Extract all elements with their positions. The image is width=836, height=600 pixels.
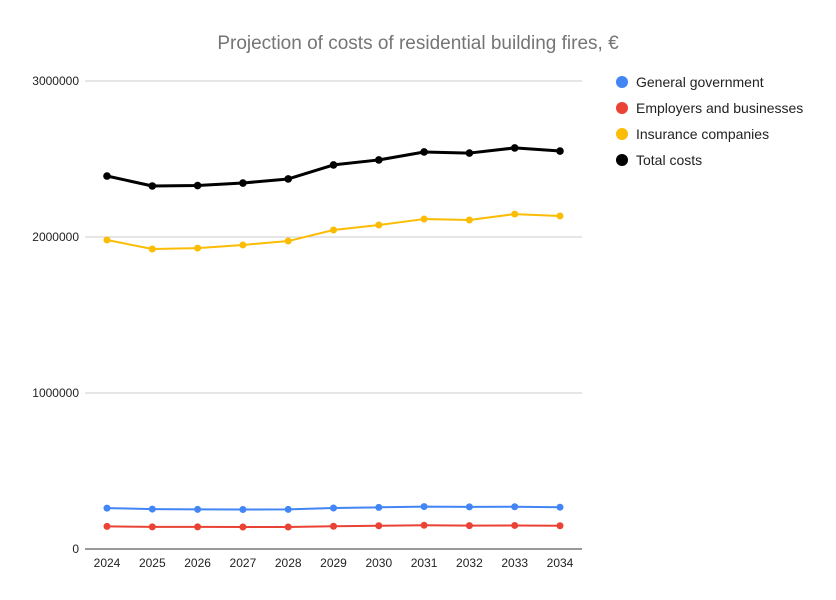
data-point[interactable] xyxy=(465,149,474,157)
data-point[interactable] xyxy=(375,156,383,164)
x-tick-label: 2024 xyxy=(94,556,121,570)
chart-title: Projection of costs of residential build… xyxy=(217,33,619,54)
legend-label: Employers and businesses xyxy=(636,100,803,116)
data-point[interactable] xyxy=(148,523,156,531)
y-tick-label: 1000000 xyxy=(32,386,79,400)
data-point[interactable] xyxy=(556,212,564,220)
data-point[interactable] xyxy=(465,503,473,511)
data-point[interactable] xyxy=(511,503,519,511)
data-point[interactable] xyxy=(284,505,292,513)
data-point[interactable] xyxy=(375,221,383,229)
data-point[interactable] xyxy=(103,172,111,180)
data-point[interactable] xyxy=(194,523,202,531)
data-point[interactable] xyxy=(103,504,111,512)
x-tick-label: 2028 xyxy=(275,556,302,570)
data-point[interactable] xyxy=(329,161,338,169)
data-point[interactable] xyxy=(330,226,337,234)
data-point[interactable] xyxy=(148,182,157,190)
legend-marker-icon xyxy=(616,128,628,140)
data-point[interactable] xyxy=(284,237,292,245)
data-point[interactable] xyxy=(239,241,247,249)
data-point[interactable] xyxy=(284,175,293,183)
data-point[interactable] xyxy=(510,144,519,152)
data-point[interactable] xyxy=(193,181,202,190)
y-tick-label: 0 xyxy=(72,542,79,556)
series-total-costs xyxy=(103,144,564,190)
legend-label: Insurance companies xyxy=(636,126,769,142)
x-tick-label: 2027 xyxy=(230,556,257,570)
x-tick-label: 2033 xyxy=(501,556,528,570)
x-tick-label: 2030 xyxy=(365,556,392,570)
legend: General government Employers and business… xyxy=(616,74,803,168)
data-point[interactable] xyxy=(330,504,337,512)
data-point[interactable] xyxy=(103,236,111,244)
data-point[interactable] xyxy=(556,503,564,511)
data-point[interactable] xyxy=(420,503,428,511)
data-point[interactable] xyxy=(239,506,247,514)
data-point[interactable] xyxy=(556,522,564,530)
x-tick-label: 2029 xyxy=(320,556,347,570)
data-point[interactable] xyxy=(465,216,473,224)
series-general-government xyxy=(103,503,564,514)
data-point[interactable] xyxy=(239,179,247,187)
data-point[interactable] xyxy=(194,505,202,513)
x-tick-label: 2034 xyxy=(547,556,574,570)
legend-label: General government xyxy=(636,74,764,90)
data-point[interactable] xyxy=(511,210,519,218)
x-tick-label: 2025 xyxy=(139,556,166,570)
data-point[interactable] xyxy=(511,521,519,529)
data-point[interactable] xyxy=(330,522,337,530)
data-point[interactable] xyxy=(194,244,202,252)
series-group xyxy=(103,144,564,531)
legend-item[interactable]: General government xyxy=(616,74,764,90)
data-point[interactable] xyxy=(420,521,428,529)
legend-item[interactable]: Insurance companies xyxy=(616,126,769,142)
legend-marker-icon xyxy=(616,102,628,114)
legend-marker-icon xyxy=(616,154,628,166)
x-tick-label: 2032 xyxy=(456,556,483,570)
y-tick-label: 2000000 xyxy=(32,230,79,244)
x-tick-label: 2026 xyxy=(184,556,211,570)
gridlines xyxy=(85,80,582,394)
data-point[interactable] xyxy=(375,522,383,530)
data-point[interactable] xyxy=(148,505,156,513)
data-point[interactable] xyxy=(103,522,111,530)
legend-item[interactable]: Employers and businesses xyxy=(616,100,803,116)
data-point[interactable] xyxy=(284,523,292,531)
y-tick-label: 3000000 xyxy=(32,74,79,88)
series-employers-and-businesses xyxy=(103,521,564,531)
x-axis: 2024 2025 2026 2027 2028 2029 2030 2031 2032 2033… xyxy=(85,548,582,570)
data-point[interactable] xyxy=(465,522,473,530)
data-point[interactable] xyxy=(420,215,428,223)
x-tick-label: 2031 xyxy=(411,556,438,570)
y-axis: 0 1000000 2000000 3000000 xyxy=(32,74,79,556)
legend-marker-icon xyxy=(616,76,628,88)
series-insurance-companies xyxy=(103,210,564,253)
data-point[interactable] xyxy=(556,147,564,155)
legend-label: Total costs xyxy=(636,152,702,168)
data-point[interactable] xyxy=(420,148,428,156)
data-point[interactable] xyxy=(375,503,383,511)
data-point[interactable] xyxy=(148,245,156,253)
data-point[interactable] xyxy=(239,523,247,531)
legend-item[interactable]: Total costs xyxy=(616,152,702,168)
